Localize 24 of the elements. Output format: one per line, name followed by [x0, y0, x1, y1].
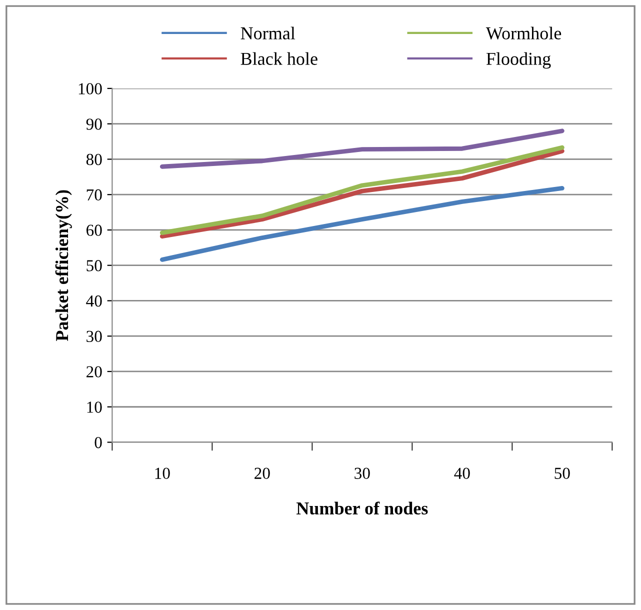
- line-series: [160, 186, 564, 262]
- x-tick-label: 50: [554, 468, 570, 479]
- y-tick-label: 60: [86, 224, 102, 236]
- y-tick-label: 90: [86, 118, 102, 130]
- y-tick-label: 30: [86, 330, 102, 342]
- legend-label: Normal: [240, 26, 296, 40]
- y-tick-label: 70: [86, 189, 102, 201]
- y-axis-title: Packet efficieny(%): [55, 190, 72, 341]
- y-tick-label: 20: [86, 366, 102, 378]
- y-tick-label: 40: [86, 295, 102, 307]
- y-tick-label: 100: [78, 83, 102, 94]
- legend-label: Wormhole: [486, 26, 562, 40]
- x-axis-title: Number of nodes: [296, 502, 428, 515]
- x-tick-label: 40: [454, 468, 470, 479]
- y-tick-label: 10: [87, 402, 102, 413]
- legend-label: Flooding: [486, 52, 551, 69]
- y-tick-label: 80: [86, 154, 102, 166]
- y-tick-label: 0: [94, 436, 102, 448]
- x-tick-label: 20: [254, 468, 270, 479]
- legend-label: Black hole: [240, 52, 318, 65]
- x-tick-label: 30: [354, 468, 370, 479]
- line-series: [160, 128, 564, 169]
- x-tick-label: 10: [155, 468, 170, 479]
- y-tick-label: 50: [86, 260, 102, 272]
